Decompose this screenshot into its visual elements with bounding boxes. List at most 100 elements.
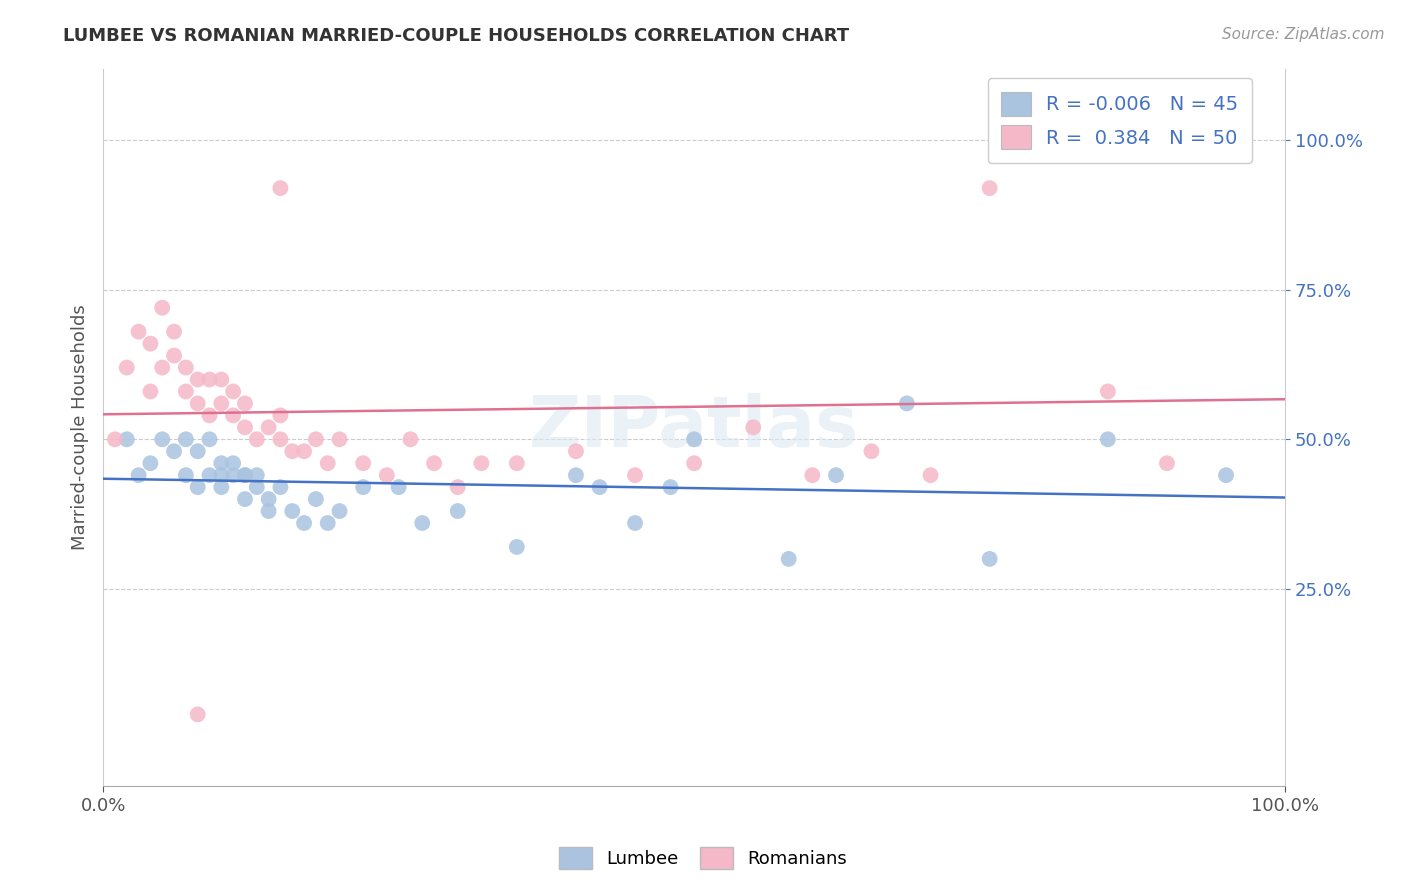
Point [742,420,765,434]
Point [565,468,588,483]
Point [624,516,647,530]
Point [115,432,138,446]
Y-axis label: Married-couple Households: Married-couple Households [72,304,89,550]
Point [128,325,150,339]
Point [209,468,232,483]
Point [222,456,245,470]
Point [222,409,245,423]
Point [233,396,256,410]
Point [233,468,256,483]
Point [163,349,186,363]
Point [506,456,529,470]
Point [198,468,221,483]
Point [388,480,411,494]
Point [1097,432,1119,446]
Point [150,360,173,375]
Point [209,372,232,386]
Point [187,396,209,410]
Point [115,360,138,375]
Point [246,468,269,483]
Point [825,468,848,483]
Point [209,396,232,410]
Point [233,420,256,434]
Point [292,444,315,458]
Point [328,504,350,518]
Point [352,480,374,494]
Text: ZIPatlas: ZIPatlas [529,392,859,462]
Point [316,456,339,470]
Point [139,384,162,399]
Point [150,301,173,315]
Point [257,504,280,518]
Point [920,468,942,483]
Point [174,432,197,446]
Point [163,325,186,339]
Point [399,432,422,446]
Point [506,540,529,554]
Point [683,432,706,446]
Point [292,516,315,530]
Point [163,444,186,458]
Point [860,444,883,458]
Point [269,432,291,446]
Point [246,480,269,494]
Point [979,181,1001,195]
Point [447,504,470,518]
Point [222,384,245,399]
Point [624,468,647,483]
Point [174,468,197,483]
Point [1038,145,1060,160]
Point [683,456,706,470]
Point [423,456,446,470]
Point [281,444,304,458]
Point [1097,384,1119,399]
Point [187,707,209,722]
Point [328,432,350,446]
Point [565,444,588,458]
Point [352,456,374,470]
Point [209,456,232,470]
Point [139,456,162,470]
Point [305,492,328,507]
Point [1215,468,1237,483]
Point [246,432,269,446]
Point [150,432,173,446]
Point [269,409,291,423]
Point [447,480,470,494]
Text: Source: ZipAtlas.com: Source: ZipAtlas.com [1222,27,1385,42]
Point [198,409,221,423]
Point [233,492,256,507]
Point [375,468,398,483]
Point [659,480,682,494]
Point [1156,456,1178,470]
Point [187,372,209,386]
Point [896,396,918,410]
Point [588,480,610,494]
Point [233,468,256,483]
Point [316,516,339,530]
Point [305,432,328,446]
Point [222,468,245,483]
Point [778,552,800,566]
Point [174,360,197,375]
Legend: R = -0.006   N = 45, R =  0.384   N = 50: R = -0.006 N = 45, R = 0.384 N = 50 [988,78,1251,162]
Point [104,432,127,446]
Point [269,480,291,494]
Point [801,468,824,483]
Point [470,456,492,470]
Text: LUMBEE VS ROMANIAN MARRIED-COUPLE HOUSEHOLDS CORRELATION CHART: LUMBEE VS ROMANIAN MARRIED-COUPLE HOUSEH… [63,27,849,45]
Point [139,336,162,351]
Point [209,480,232,494]
Point [257,420,280,434]
Point [128,468,150,483]
Point [269,181,291,195]
Legend: Lumbee, Romanians: Lumbee, Romanians [550,838,856,879]
Point [198,372,221,386]
Point [281,504,304,518]
Point [187,444,209,458]
Point [198,432,221,446]
Point [411,516,433,530]
Point [187,480,209,494]
Point [979,552,1001,566]
Point [257,492,280,507]
